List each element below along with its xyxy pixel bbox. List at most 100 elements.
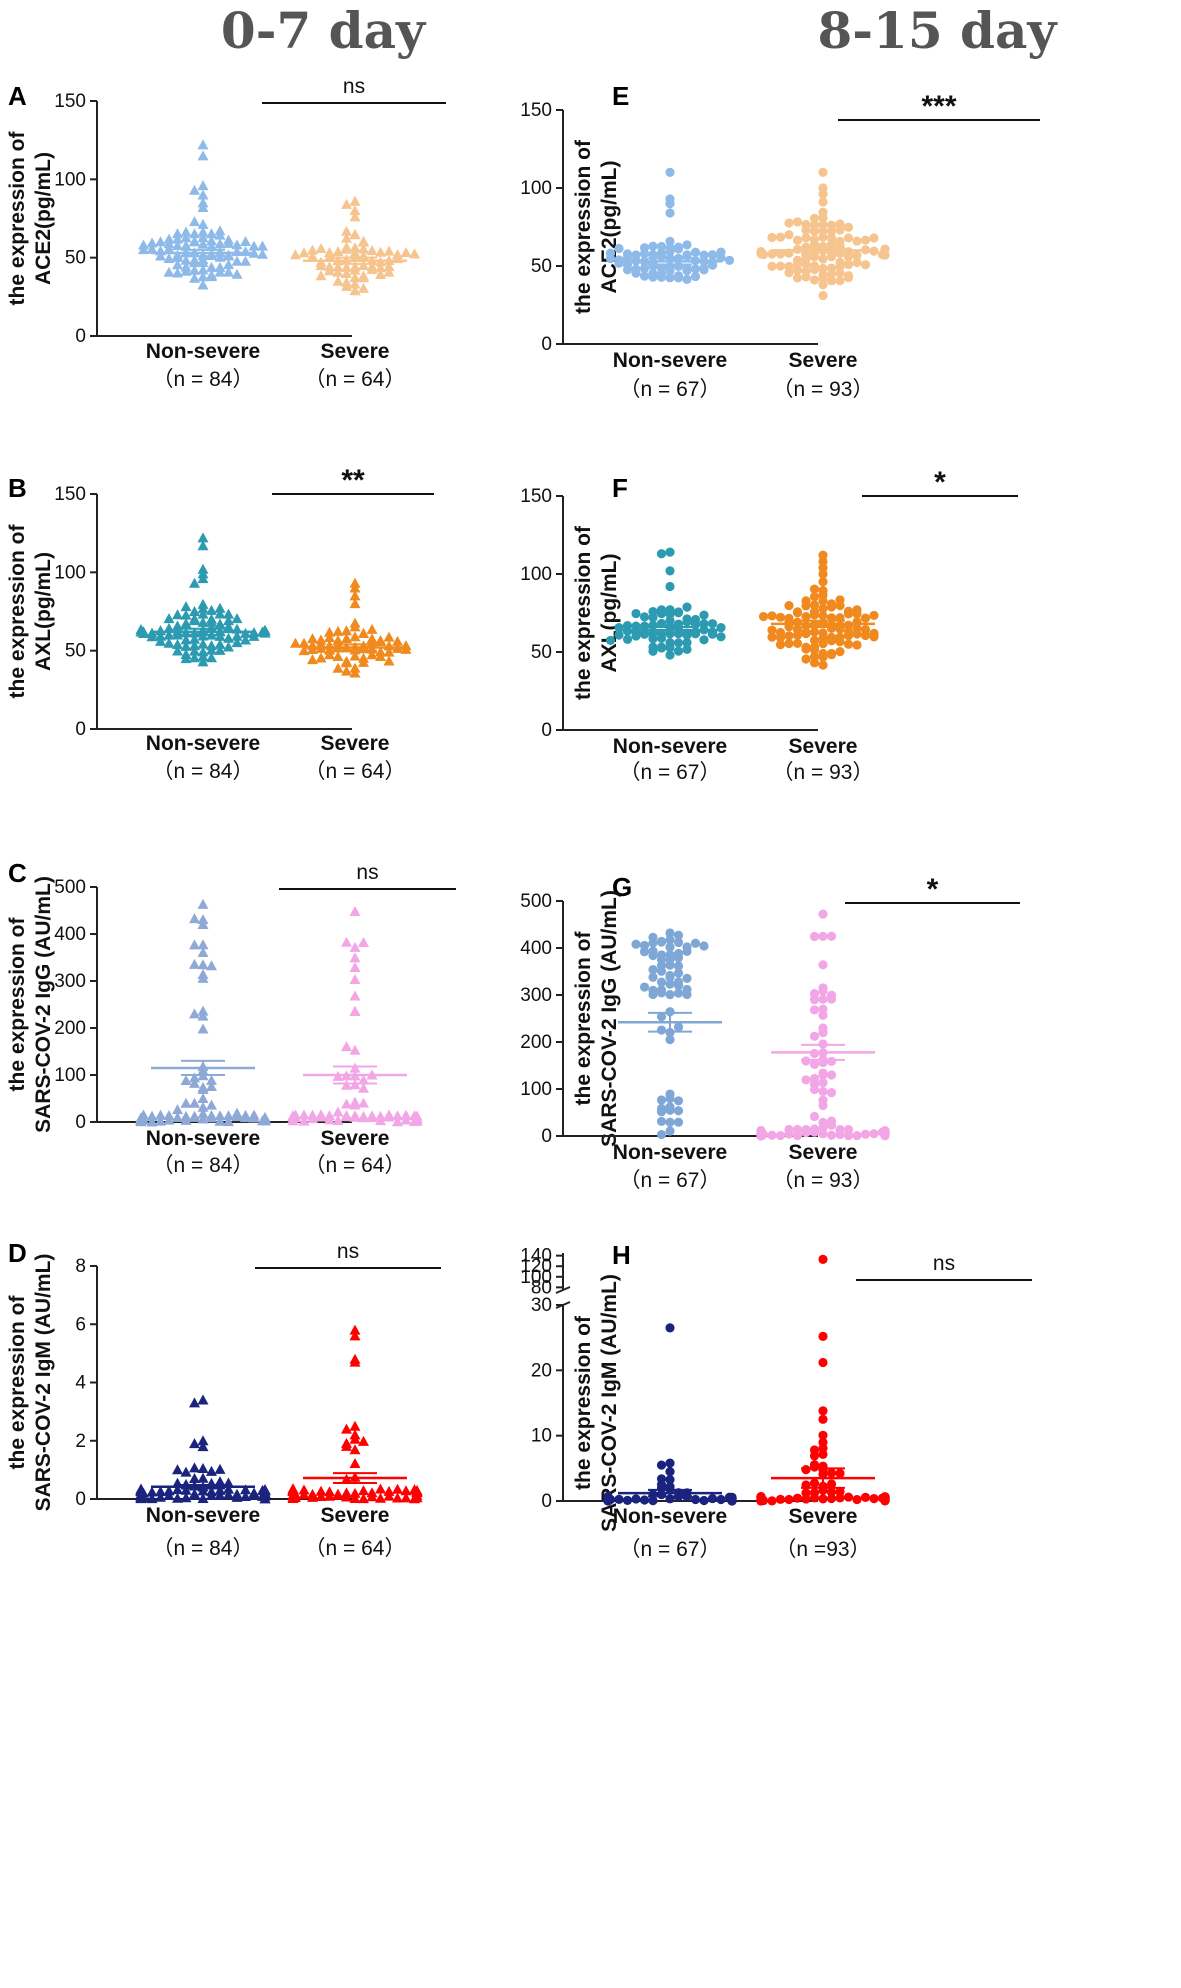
data-point: [349, 905, 361, 916]
data-point: [775, 612, 786, 622]
data-point: [852, 1494, 862, 1505]
data-point: [818, 232, 828, 242]
y-tick-label: 150: [54, 91, 86, 112]
data-point: [400, 1485, 412, 1496]
data-point: [656, 633, 667, 643]
data-point: [231, 239, 243, 250]
y-tick-label: 140: [520, 1246, 552, 1267]
data-point: [818, 1494, 828, 1504]
data-point: [614, 630, 624, 640]
y-axis-label: SARS-COV-2 IgG (AU/mL): [598, 890, 621, 1147]
data-point: [809, 1124, 820, 1134]
y-axis-label: ACE2(pg/mL): [598, 161, 621, 294]
axis-break-mark: [555, 1286, 571, 1294]
data-point: [665, 1458, 675, 1468]
data-point: [383, 646, 395, 657]
data-point: [639, 243, 650, 253]
data-point: [206, 1486, 217, 1497]
y-tick-label: 50: [531, 256, 552, 277]
data-point: [639, 629, 650, 639]
data-point: [784, 1494, 794, 1505]
data-point: [648, 642, 658, 652]
data-point: [248, 630, 260, 641]
data-point: [656, 937, 667, 947]
y-tick-label: 50: [531, 642, 552, 663]
data-point: [656, 1103, 667, 1114]
data-point: [690, 247, 701, 257]
data-point: [400, 247, 412, 258]
data-point: [818, 213, 828, 223]
data-point: [375, 1492, 386, 1503]
data-point: [682, 614, 692, 624]
data-point: [259, 1484, 271, 1495]
data-point: [197, 946, 209, 957]
data-point: [349, 582, 361, 593]
data-point: [349, 598, 361, 609]
data-point: [287, 1493, 299, 1504]
panel-label: F: [612, 473, 628, 503]
data-point: [349, 962, 361, 973]
x-category-label: Severe: [321, 1127, 390, 1150]
data-point: [155, 635, 166, 646]
sample-size-label: （n = 64）: [305, 1537, 406, 1560]
data-point: [673, 977, 684, 987]
data-point: [665, 960, 675, 970]
data-point: [826, 931, 837, 941]
significance-label: **: [341, 464, 365, 497]
data-point: [835, 225, 845, 235]
data-point: [631, 608, 641, 619]
data-point: [206, 613, 217, 624]
data-point: [180, 254, 192, 265]
data-point: [767, 611, 777, 621]
data-point: [826, 1116, 837, 1126]
data-point: [673, 930, 684, 940]
data-point: [852, 1130, 862, 1141]
data-point: [332, 261, 344, 272]
data-point: [707, 260, 718, 270]
data-point: [163, 252, 175, 263]
data-point: [682, 251, 692, 261]
data-point: [792, 638, 803, 648]
data-point: [206, 1465, 217, 1476]
data-point: [197, 939, 209, 950]
data-point: [358, 272, 369, 283]
data-point: [332, 625, 344, 636]
data-point: [358, 1082, 369, 1093]
data-point: [656, 1012, 667, 1022]
data-point: [792, 265, 803, 275]
data-point: [648, 241, 658, 251]
data-point: [767, 249, 777, 259]
data-point: [349, 285, 361, 296]
y-tick-label: 100: [520, 178, 552, 199]
significance-label: ns: [337, 1240, 359, 1263]
data-point: [366, 1110, 378, 1121]
data-point: [801, 225, 811, 235]
data-point: [818, 197, 828, 207]
data-point: [639, 612, 650, 622]
data-point: [214, 1115, 226, 1126]
data-point: [656, 1460, 667, 1470]
data-point: [826, 1479, 837, 1489]
data-point: [180, 601, 192, 612]
data-point: [614, 243, 624, 254]
data-point: [206, 960, 217, 971]
data-point: [775, 1494, 786, 1504]
data-point: [411, 1486, 423, 1497]
data-point: [257, 248, 268, 259]
data-point: [809, 627, 820, 637]
data-point: [349, 1099, 361, 1110]
data-point: [298, 247, 310, 258]
data-point: [214, 261, 226, 272]
data-point: [767, 232, 777, 243]
x-category-label: Severe: [789, 1141, 858, 1164]
data-point: [835, 620, 845, 631]
data-point: [197, 218, 209, 229]
data-point: [240, 245, 251, 256]
data-point: [860, 1129, 871, 1139]
data-point: [240, 236, 251, 247]
data-point: [172, 1492, 183, 1503]
data-point: [189, 1077, 200, 1088]
data-point: [332, 1115, 344, 1126]
data-point: [206, 235, 217, 246]
